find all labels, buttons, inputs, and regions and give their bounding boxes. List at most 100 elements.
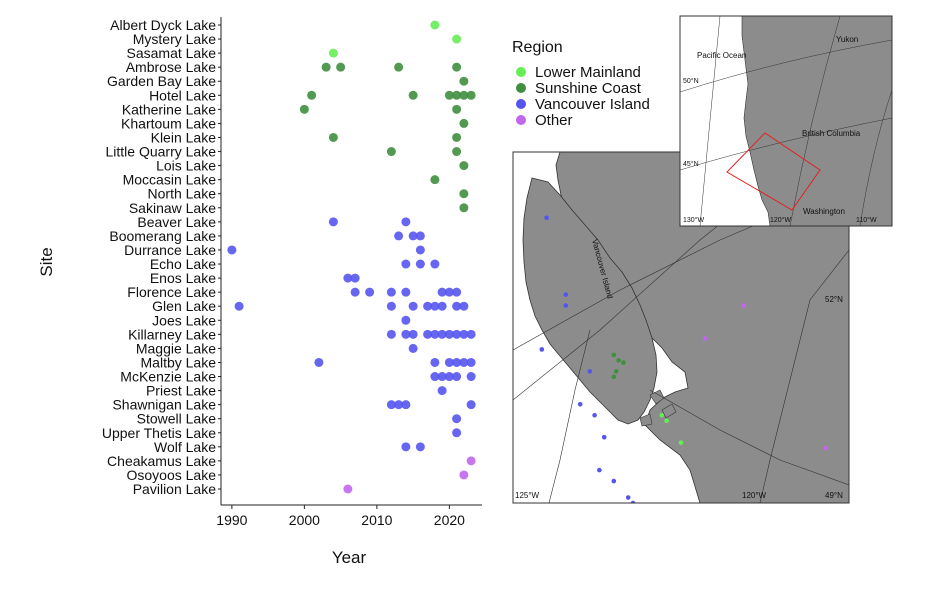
map-dot-vancouver-island-3 [539, 347, 545, 352]
site-label-little-quarry-lake: Little Quarry Lake [106, 144, 217, 160]
point-boomerang-lake-2016 [415, 231, 425, 241]
site-label-enos-lake: Enos Lake [150, 270, 216, 286]
point-hotel-lake-2022 [459, 90, 469, 100]
point-moccasin-lake-2018 [430, 175, 440, 185]
point-osoyoos-lake-2022 [459, 470, 469, 480]
point-little-quarry-lake-2012 [386, 147, 396, 157]
site-label-shawnigan-lake: Shawnigan Lake [112, 397, 216, 413]
map-dot-vancouver-island-6 [592, 412, 597, 418]
point-hotel-lake-2015 [408, 90, 418, 100]
point-north-lake-2022 [459, 189, 469, 199]
point-mckenzie-lake-2021 [452, 372, 462, 382]
point-mckenzie-lake-2023 [466, 372, 476, 382]
point-mystery-lake-2021 [452, 34, 462, 44]
site-label-maltby-lake: Maltby Lake [141, 354, 217, 370]
point-pavilion-lake-2006 [343, 484, 353, 494]
site-label-sasamat-lake: Sasamat Lake [127, 45, 217, 61]
point-florence-lake-2021 [452, 287, 462, 297]
point-echo-lake-2014 [401, 259, 411, 269]
point-priest-lake-2019 [437, 386, 447, 396]
legend-swatch-vancouver-island [516, 99, 526, 109]
map-dot-sunshine-coast-12 [611, 352, 617, 358]
point-shawnigan-lake-2014 [401, 400, 411, 410]
point-stowell-lake-2021 [452, 414, 462, 424]
inset-label-50n: 50°N [683, 77, 699, 85]
map-dot-vancouver-island-5 [577, 401, 583, 407]
point-ambrose-lake-2021 [452, 62, 462, 72]
point-upper-thetis-lake-2021 [452, 428, 462, 438]
y-axis-title: Site [37, 247, 56, 276]
point-sasamat-lake-2004 [328, 48, 338, 58]
map-dot-vancouver-island-8 [597, 467, 602, 473]
site-label-sakinaw-lake: Sakinaw Lake [129, 200, 216, 216]
x-tick-label-2020: 2020 [434, 512, 465, 528]
map-site-points [539, 215, 828, 503]
map-dot-other-22 [822, 445, 828, 451]
site-label-maggie-lake: Maggie Lake [136, 340, 216, 356]
site-label-hotel-lake: Hotel Lake [149, 87, 216, 103]
point-killarney-lake-2017 [423, 329, 433, 339]
map-dot-vancouver-island-0 [544, 215, 549, 221]
site-label-ambrose-lake: Ambrose Lake [126, 59, 216, 75]
map-dot-sunshine-coast-16 [611, 374, 617, 380]
point-katherine-lake-2021 [452, 104, 462, 114]
map-dot-sunshine-coast-15 [613, 369, 619, 374]
point-beaver-lake-2004 [328, 217, 338, 227]
point-maltby-lake-2021 [452, 357, 462, 367]
point-katherine-lake-2000 [299, 104, 309, 114]
point-wolf-lake-2016 [415, 442, 425, 452]
site-label-stowell-lake: Stowell Lake [137, 411, 217, 427]
point-maltby-lake-2022 [459, 357, 469, 367]
point-cheakamus-lake-2023 [466, 456, 476, 466]
point-glen-lake-2021 [452, 301, 462, 311]
point-glen-lake-2017 [423, 301, 433, 311]
point-maltby-lake-2018 [430, 357, 440, 367]
inset-label-yukon: Yukon [836, 35, 858, 44]
point-echo-lake-2016 [415, 259, 425, 269]
site-label-mckenzie-lake: McKenzie Lake [120, 369, 216, 385]
point-florence-lake-2007 [350, 287, 360, 297]
point-mckenzie-lake-2020 [444, 372, 454, 382]
map-label-120w: 120°W [742, 491, 767, 500]
point-shawnigan-lake-2023 [466, 400, 476, 410]
point-enos-lake-2006 [343, 273, 353, 283]
point-shawnigan-lake-2012 [386, 400, 396, 410]
point-albert-dyck-lake-2018 [430, 20, 440, 30]
data-points [227, 20, 476, 494]
site-label-boomerang-lake: Boomerang Lake [109, 228, 216, 244]
point-hotel-lake-2001 [307, 90, 317, 100]
map-dot-vancouver-island-2 [563, 303, 569, 308]
map-label-52n: 52°N [825, 295, 843, 304]
point-killarney-lake-2012 [386, 329, 396, 339]
site-label-wolf-lake: Wolf Lake [154, 439, 216, 455]
map-dot-vancouver-island-7 [601, 434, 607, 440]
point-beaver-lake-2014 [401, 217, 411, 227]
site-label-garden-bay-lake: Garden Bay Lake [107, 73, 216, 89]
point-maggie-lake-2015 [408, 343, 418, 353]
point-glen-lake-2019 [437, 301, 447, 311]
site-label-lois-lake: Lois Lake [156, 158, 216, 174]
x-axis-ticks: 1990 2000 2010 2020 [216, 505, 465, 528]
point-garden-bay-lake-2022 [459, 76, 469, 86]
inset-label-british-columbia: British Columbia [802, 129, 861, 138]
inset-label-130w: 130°W [683, 216, 704, 224]
map-dot-vancouver-island-4 [587, 369, 593, 374]
point-hotel-lake-2020 [444, 90, 454, 100]
site-label-katherine-lake: Katherine Lake [122, 101, 216, 117]
map-dot-vancouver-island-1 [563, 292, 569, 297]
point-killarney-lake-2020 [444, 329, 454, 339]
map-label-49n: 49°N [825, 491, 843, 500]
point-killarney-lake-2018 [430, 329, 440, 339]
site-label-pavilion-lake: Pavilion Lake [133, 481, 216, 497]
map-dot-lower-mainland-18 [664, 418, 669, 424]
point-durrance-lake-2016 [415, 245, 425, 255]
map-dot-lower-mainland-19 [678, 440, 684, 445]
inset-graticule [680, 16, 892, 226]
site-label-joes-lake: Joes Lake [152, 312, 216, 328]
inset-label-110w: 110°W [856, 216, 877, 224]
point-florence-lake-2019 [437, 287, 447, 297]
point-florence-lake-2020 [444, 287, 454, 297]
site-label-florence-lake: Florence Lake [127, 284, 216, 300]
